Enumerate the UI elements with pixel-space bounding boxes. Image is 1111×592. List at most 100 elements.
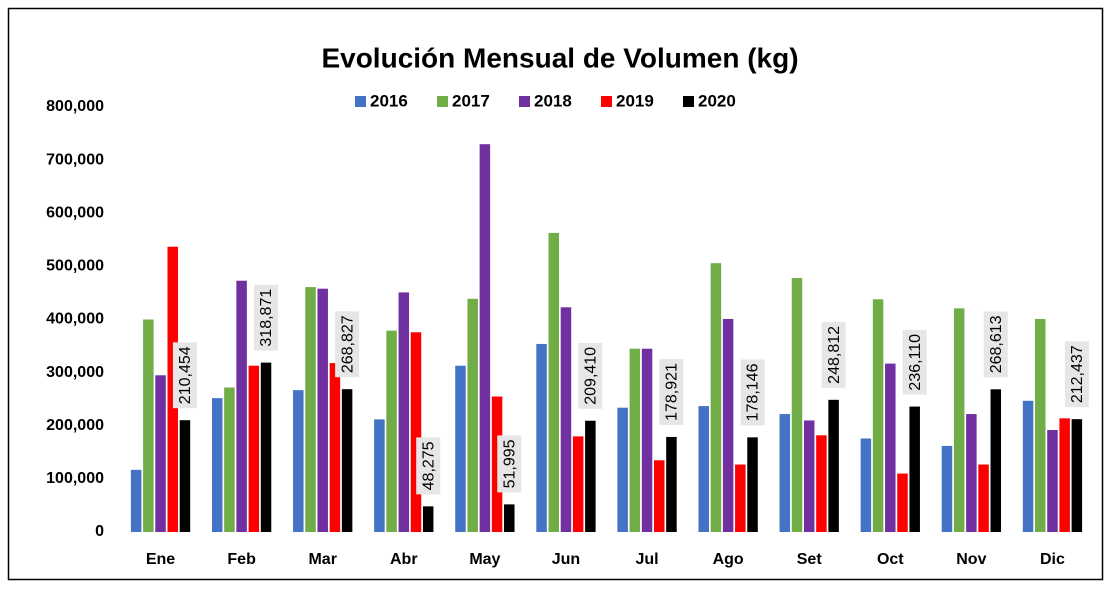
- bar: [560, 307, 572, 532]
- bar: [386, 330, 397, 532]
- bar: [1059, 418, 1070, 532]
- y-tick-label: 0: [95, 523, 104, 540]
- data-label: 210,454: [172, 342, 197, 409]
- bar: [872, 299, 884, 532]
- data-label-text: 268,613: [988, 315, 1005, 373]
- bar: [953, 308, 965, 532]
- data-label-text: 209,410: [583, 347, 600, 405]
- y-tick-label: 700,000: [46, 151, 104, 168]
- data-label-bg: [740, 359, 765, 426]
- data-label-text: 268,827: [339, 315, 356, 373]
- data-label-bg: [659, 359, 684, 425]
- data-label: 48,275: [416, 437, 441, 495]
- data-label: 318,871: [254, 284, 279, 351]
- data-label-text: 51,995: [501, 439, 518, 488]
- data-label-bg: [902, 329, 927, 395]
- bar: [941, 445, 953, 532]
- bar: [816, 435, 827, 532]
- bar: [885, 363, 896, 532]
- x-tick-label: Nov: [956, 551, 986, 568]
- data-label-text: 248,812: [826, 326, 843, 384]
- bar: [1035, 318, 1046, 532]
- y-tick-label: 200,000: [46, 417, 104, 434]
- bar: [747, 437, 758, 532]
- data-label-text: 212,437: [1069, 345, 1086, 403]
- bar: [329, 363, 341, 532]
- bar: [491, 396, 503, 532]
- bar: [966, 414, 977, 532]
- bar: [585, 420, 596, 532]
- data-label-bg: [1064, 341, 1089, 408]
- bar: [666, 436, 677, 532]
- data-label-text: 178,921: [664, 363, 681, 421]
- bar: [990, 389, 1002, 532]
- data-label-bg: [821, 321, 846, 388]
- bar: [1047, 430, 1058, 532]
- bar: [130, 469, 142, 532]
- bar: [828, 399, 839, 532]
- bar: [548, 232, 560, 532]
- x-tick-label: Mar: [308, 551, 336, 568]
- x-tick-label: Ene: [146, 551, 175, 568]
- legend-swatch: [355, 96, 366, 107]
- legend-label: 2020: [698, 91, 736, 110]
- bar: [572, 436, 584, 532]
- data-label-text: 178,146: [745, 363, 762, 421]
- chart-title: Evolución Mensual de Volumen (kg): [321, 42, 798, 73]
- y-tick-label: 300,000: [46, 364, 104, 381]
- bar: [236, 280, 247, 532]
- x-tick-label: Abr: [390, 551, 418, 568]
- legend-label: 2018: [534, 91, 572, 110]
- bar: [224, 387, 235, 532]
- data-label: 268,613: [983, 311, 1008, 378]
- bar: [504, 504, 515, 532]
- bar: [897, 473, 908, 532]
- data-label-text: 210,454: [177, 346, 194, 404]
- data-label: 178,146: [740, 359, 765, 426]
- bar: [467, 298, 478, 532]
- data-label-bg: [416, 437, 441, 495]
- y-tick-label: 400,000: [46, 311, 104, 328]
- x-tick-label: Ago: [713, 551, 744, 568]
- y-tick-label: 800,000: [46, 98, 104, 115]
- data-label-text: 236,110: [907, 334, 924, 391]
- x-tick-label: Set: [797, 551, 823, 568]
- data-label: 178,921: [659, 359, 684, 425]
- bar: [791, 278, 803, 532]
- bar: [803, 420, 815, 532]
- x-tick-label: Jun: [552, 551, 580, 568]
- bar: [167, 246, 178, 532]
- bar: [617, 407, 628, 532]
- bar: [978, 464, 989, 532]
- bar: [410, 332, 422, 532]
- x-tick-label: May: [469, 551, 500, 568]
- data-label-bg: [254, 284, 279, 351]
- data-label-bg: [335, 311, 360, 378]
- legend-swatch: [437, 96, 448, 107]
- data-label: 236,110: [902, 329, 927, 395]
- bar: [341, 389, 353, 532]
- data-label: 212,437: [1064, 341, 1089, 408]
- bar: [374, 419, 385, 532]
- bar: [641, 348, 653, 532]
- data-label-bg: [172, 342, 197, 409]
- bar: [422, 506, 434, 532]
- legend-label: 2017: [452, 91, 490, 110]
- bar: [398, 292, 410, 532]
- data-label: 268,827: [335, 311, 360, 378]
- bar: [536, 343, 547, 532]
- x-tick-label: Jul: [635, 551, 658, 568]
- x-tick-label: Oct: [877, 551, 904, 568]
- bar: [722, 318, 734, 532]
- bar: [260, 362, 272, 532]
- legend-swatch: [683, 96, 694, 107]
- legend-swatch: [601, 96, 612, 107]
- legend-label: 2016: [370, 91, 408, 110]
- bar: [317, 288, 328, 532]
- data-label: 51,995: [497, 435, 522, 493]
- bar: [143, 319, 154, 532]
- x-tick-label: Feb: [227, 551, 256, 568]
- bar: [909, 406, 920, 532]
- y-tick-label: 500,000: [46, 258, 104, 275]
